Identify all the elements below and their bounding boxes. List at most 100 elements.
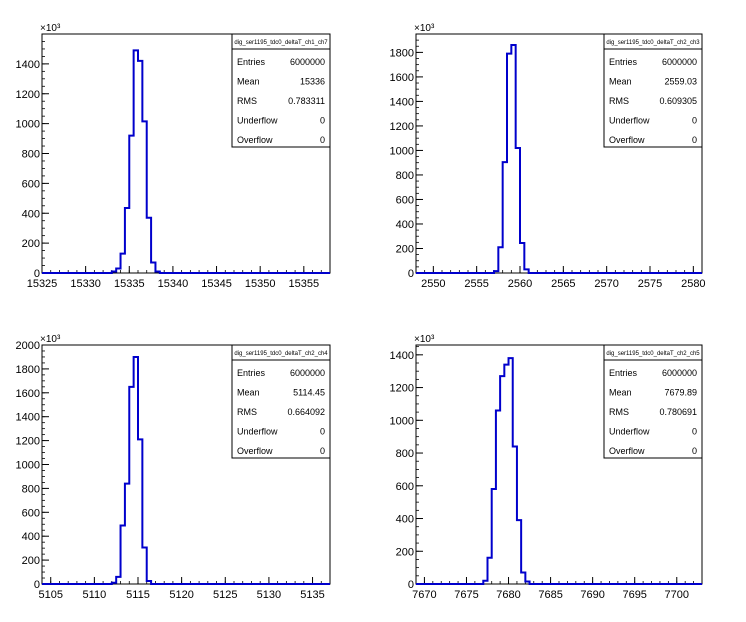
stats-value-entries: 6000000 <box>662 368 697 378</box>
x-tick-label: 2575 <box>638 278 662 290</box>
x-tick-label: 2560 <box>508 278 532 290</box>
y-tick-label: 400 <box>22 531 40 543</box>
y-tick-label: 200 <box>22 238 40 250</box>
x-tick-label: 15345 <box>201 278 232 290</box>
y-tick-label: 1400 <box>16 59 40 71</box>
stats-value-overflow: 0 <box>692 135 697 145</box>
stats-label-underflow: Underflow <box>237 116 278 126</box>
histogram-panel: 15325 15330 15335 15340 15345 15350 15355 0 200 4… <box>16 23 331 290</box>
stats-label-overflow: Overflow <box>237 135 273 145</box>
x-tick-label: 7700 <box>665 589 689 601</box>
stats-label-rms: RMS <box>609 407 629 417</box>
y-tick-label: 400 <box>22 208 40 220</box>
y-tick-label: 1400 <box>390 96 414 108</box>
stats-value-entries: 6000000 <box>290 368 325 378</box>
y-tick-label: 1000 <box>390 145 414 157</box>
y-tick-label: 1600 <box>390 72 414 84</box>
histogram-bin <box>504 365 508 584</box>
stats-value-overflow: 0 <box>692 446 697 456</box>
stats-value-mean: 15336 <box>300 77 325 87</box>
x-tick-label: 5130 <box>257 589 281 601</box>
y-tick-label: 600 <box>22 178 40 190</box>
stats-label-entries: Entries <box>237 368 266 378</box>
stats-value-underflow: 0 <box>692 116 697 126</box>
y-multiplier-label: ×10³ <box>40 334 61 345</box>
stats-value-entries: 6000000 <box>290 57 325 67</box>
stats-label-mean: Mean <box>237 388 260 398</box>
histogram-line <box>416 357 702 585</box>
histogram-line <box>42 355 330 585</box>
x-tick-label: 5125 <box>213 589 237 601</box>
y-tick-label: 1400 <box>390 350 414 362</box>
y-tick-label: 200 <box>396 546 414 558</box>
stats-label-mean: Mean <box>609 388 632 398</box>
stats-box-frame <box>231 344 331 459</box>
stats-box-frame <box>603 344 703 459</box>
x-tick-label: 7680 <box>496 589 520 601</box>
y-tick-label: 0 <box>408 579 414 591</box>
stats-label-underflow: Underflow <box>609 427 650 437</box>
stats-label-entries: Entries <box>609 368 638 378</box>
x-tick-label: 7695 <box>622 589 646 601</box>
x-tick-label: 15350 <box>245 278 276 290</box>
y-tick-label: 200 <box>396 243 414 255</box>
stats-value-mean: 2559.03 <box>664 77 697 87</box>
stats-value-underflow: 0 <box>320 427 325 437</box>
x-tick-label: 2565 <box>551 278 575 290</box>
stats-label-rms: RMS <box>237 407 257 417</box>
stats-box: dig_ser1195_tdc0_deltaT_ch2_ch4 Entries 60… <box>231 344 331 459</box>
stats-box-frame <box>603 33 703 148</box>
stats-box: dig_ser1195_tdc0_deltaT_ch1_ch7 Entries 60… <box>231 33 331 148</box>
stats-value-rms: 0.780691 <box>659 407 697 417</box>
y-tick-label: 800 <box>22 149 40 161</box>
x-tick-label: 2555 <box>464 278 488 290</box>
histogram-panel: 7670 7675 7680 7685 7690 7695 7700 0 200 400 600 80… <box>390 334 703 601</box>
y-tick-label: 200 <box>22 555 40 567</box>
y-tick-label: 1800 <box>16 364 40 376</box>
x-tick-label: 15335 <box>114 278 145 290</box>
y-tick-label: 1800 <box>390 47 414 59</box>
stats-box: dig_ser1195_tdc0_deltaT_ch2_ch5 Entries 60… <box>603 344 703 459</box>
stats-value-rms: 0.664092 <box>287 407 325 417</box>
x-tick-label: 2570 <box>594 278 618 290</box>
x-tick-label: 15330 <box>70 278 101 290</box>
stats-value-mean: 5114.45 <box>293 388 325 398</box>
y-tick-label: 0 <box>408 268 414 280</box>
y-tick-label: 1000 <box>16 119 40 131</box>
y-tick-label: 0 <box>34 268 40 280</box>
y-tick-label: 800 <box>396 170 414 182</box>
stats-value-underflow: 0 <box>692 427 697 437</box>
y-multiplier-label: ×10³ <box>414 23 435 34</box>
histogram-panel: 2550 2555 2560 2565 2570 2575 2580 0 200 400 600 80… <box>390 23 706 290</box>
stats-value-rms: 0.609305 <box>659 96 697 106</box>
y-tick-label: 1200 <box>390 121 414 133</box>
stats-label-overflow: Overflow <box>609 135 645 145</box>
x-tick-label: 2550 <box>421 278 445 290</box>
y-tick-label: 600 <box>396 481 414 493</box>
y-tick-label: 1400 <box>16 412 40 424</box>
stats-label-entries: Entries <box>609 57 638 67</box>
stats-value-mean: 7679.89 <box>664 388 697 398</box>
stats-label-underflow: Underflow <box>609 116 650 126</box>
stats-label-overflow: Overflow <box>609 446 645 456</box>
x-tick-label: 15355 <box>289 278 320 290</box>
histogram-panel: 5105 5110 5115 5120 5125 5130 5135 0 200 400 600 80… <box>16 334 331 601</box>
y-multiplier-label: ×10³ <box>40 23 61 34</box>
y-tick-label: 1600 <box>16 388 40 400</box>
stats-label-rms: RMS <box>237 96 257 106</box>
x-tick-label: 2580 <box>681 278 705 290</box>
stats-label-entries: Entries <box>237 57 266 67</box>
x-tick-label: 5115 <box>126 589 150 601</box>
x-tick-label: 5135 <box>300 589 324 601</box>
stats-box-frame <box>231 33 331 148</box>
x-tick-label: 15325 <box>27 278 58 290</box>
y-tick-label: 800 <box>396 448 414 460</box>
histogram-line <box>42 49 330 274</box>
stats-value-rms: 0.783311 <box>288 96 325 106</box>
y-tick-label: 0 <box>34 579 40 591</box>
y-multiplier-label: ×10³ <box>414 334 435 345</box>
stats-label-mean: Mean <box>609 77 632 87</box>
stats-box: dig_ser1195_tdc0_deltaT_ch2_ch3 Entries 60… <box>603 33 703 148</box>
y-tick-label: 1200 <box>390 383 414 395</box>
y-tick-label: 600 <box>22 507 40 519</box>
